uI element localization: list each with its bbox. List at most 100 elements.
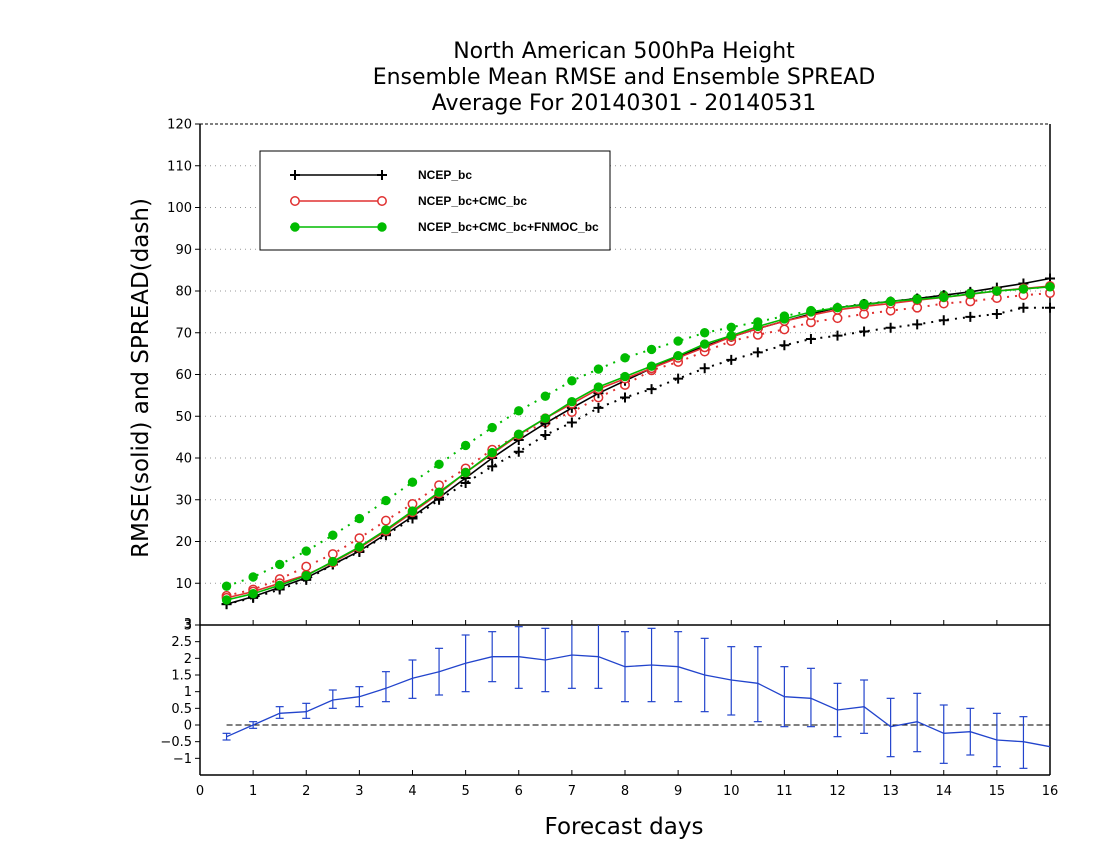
y-axis-label: RMSE(solid) and SPREAD(dash)	[128, 198, 154, 558]
x-tick-label: 3	[355, 784, 363, 799]
legend-label: NCEP_bc+CMC_bc+FNMOC_bc	[418, 220, 599, 234]
data-point	[620, 371, 630, 382]
data-point	[646, 384, 657, 395]
error-bar	[408, 659, 417, 699]
y-tick-label: 1.5	[171, 669, 192, 684]
data-point	[487, 461, 498, 472]
data-point	[514, 429, 524, 439]
top-panel: 10 20 30 40 50 60 70 80 90 100 110 120	[167, 118, 1055, 625]
data-point	[540, 413, 551, 424]
series-line	[226, 306, 1050, 606]
data-point	[540, 391, 551, 401]
data-point	[593, 382, 604, 392]
data-point	[301, 546, 311, 556]
data-point	[593, 364, 604, 374]
data-point	[620, 353, 630, 363]
legend-entry: NCEP_bc+CMC_bc+FNMOC_bc	[290, 220, 599, 234]
error-bar	[567, 625, 576, 689]
data-point	[779, 340, 790, 351]
data-point	[912, 319, 923, 330]
x-tick-label: 12	[829, 784, 846, 799]
chart-title-line: North American 500hPa Height	[453, 39, 795, 64]
data-point	[487, 422, 497, 433]
data-point	[377, 170, 387, 180]
data-point	[673, 373, 684, 384]
data-point	[805, 334, 816, 345]
error-bar	[939, 704, 948, 764]
x-tick-label: 6	[515, 784, 523, 799]
x-tick-label: 9	[674, 784, 682, 799]
y-tick-label-top: 3	[184, 617, 192, 632]
data-point	[673, 336, 683, 346]
series-difference	[222, 625, 1051, 769]
x-axis-label: Forecast days	[545, 814, 704, 840]
data-point	[832, 303, 843, 313]
legend-label: NCEP_bc	[418, 168, 472, 182]
data-point	[567, 396, 577, 407]
x-tick-label: 13	[882, 784, 899, 799]
data-point	[221, 581, 232, 591]
chart-title-line: Average For 20140301 - 20140531	[432, 91, 817, 116]
y-tick-label: 110	[167, 159, 192, 174]
data-point	[328, 556, 338, 567]
data-point	[885, 322, 896, 333]
x-tick-label: 8	[621, 784, 629, 799]
error-bar	[806, 667, 815, 728]
x-tick-label: 5	[461, 784, 469, 799]
data-point	[699, 328, 710, 338]
data-point	[407, 506, 418, 516]
error-bar	[913, 692, 922, 753]
error-bar	[275, 706, 284, 719]
series-line	[226, 292, 1051, 597]
error-bar	[727, 646, 736, 716]
y-tick-label: 2	[184, 652, 192, 667]
series-spread-5	[221, 282, 1055, 591]
data-point	[354, 513, 365, 524]
x-tick-label: 14	[935, 784, 952, 799]
y-tick-label: 120	[167, 118, 192, 133]
data-point	[290, 222, 300, 232]
error-bar	[302, 702, 311, 719]
y-tick-label: 60	[175, 368, 192, 383]
data-point	[699, 339, 710, 349]
data-point	[460, 467, 471, 478]
data-point	[248, 572, 258, 582]
data-point	[965, 311, 976, 322]
x-tick-label: 11	[776, 784, 793, 799]
data-point	[726, 322, 736, 333]
data-point	[381, 525, 391, 535]
y-tick-label: 0	[184, 719, 192, 734]
x-tick-label: 7	[568, 784, 576, 799]
data-point	[699, 363, 710, 374]
data-point	[567, 376, 577, 386]
data-point	[752, 347, 763, 358]
x-tick-label: 2	[302, 784, 310, 799]
data-point	[806, 307, 816, 317]
data-point	[1045, 302, 1055, 313]
data-point	[301, 561, 312, 572]
data-point	[290, 196, 300, 206]
error-bar	[514, 626, 523, 689]
data-point	[566, 417, 577, 428]
data-point	[540, 430, 551, 441]
data-point	[673, 351, 683, 361]
data-point	[301, 571, 311, 581]
data-point	[354, 542, 365, 552]
y-tick-label: −0.5	[160, 735, 192, 750]
data-point	[832, 313, 843, 324]
data-point	[274, 580, 285, 591]
data-point	[407, 477, 418, 487]
x-tick-label: 1	[249, 784, 257, 799]
x-tick-label: 10	[723, 784, 740, 799]
y-tick-label: 0.5	[171, 702, 192, 717]
data-point	[377, 196, 387, 206]
data-point	[779, 314, 790, 324]
series-line	[226, 277, 1051, 605]
data-point	[434, 459, 444, 469]
data-point	[646, 344, 657, 355]
data-point	[885, 296, 896, 307]
y-tick-label: 90	[175, 243, 192, 258]
